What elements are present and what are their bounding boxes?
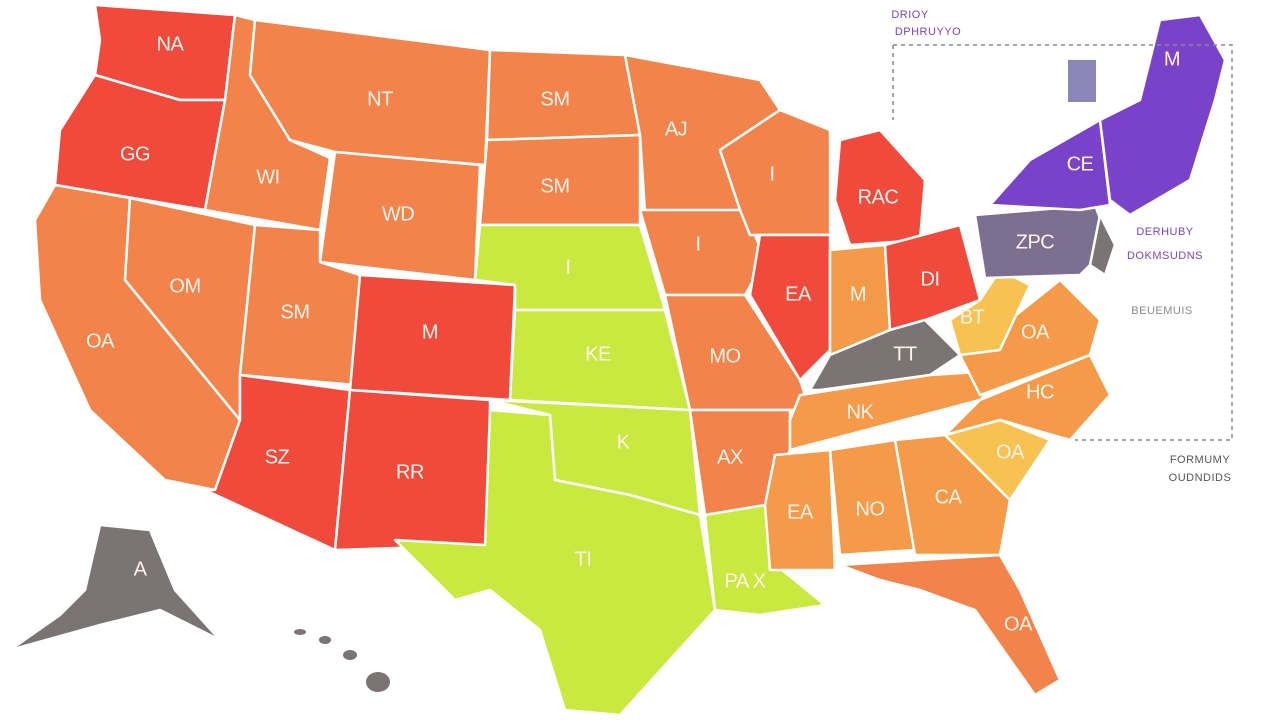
state-label: NT: [367, 88, 393, 110]
islands: [294, 629, 390, 692]
states: [8, 3, 1227, 717]
inset-box: [892, 44, 1233, 441]
state-label: I: [565, 256, 570, 278]
legend-note: DOKMSUDNS: [1127, 250, 1203, 262]
state-label: WI: [256, 166, 279, 188]
state-label: EA: [787, 501, 814, 523]
state: [838, 553, 1062, 697]
state-label: RR: [396, 461, 424, 483]
state-label: EA: [785, 283, 812, 305]
state: [893, 433, 1012, 557]
labels: NA GG WI NT SM AJ SM WD I I I RAC OM SM M KE MO EA M DI OA SZ…: [86, 9, 1231, 635]
legend-note: DERHUBY: [1136, 226, 1193, 238]
state-label: SM: [281, 301, 310, 323]
state-label: OA: [1021, 321, 1050, 343]
state-label: ZPC: [1016, 231, 1055, 253]
legend-note: OUDNDIDS: [1169, 472, 1232, 484]
inset-icon: [1068, 60, 1096, 102]
state: [808, 318, 962, 392]
legend-note: DPHRUYYO: [895, 26, 961, 38]
state-label: CE: [1067, 153, 1094, 175]
state-label: NA: [157, 33, 185, 55]
state: [393, 408, 717, 717]
legend-note: BEUEMUIS: [1131, 305, 1192, 317]
state-label: OA: [996, 441, 1025, 463]
legend-note: FORMUMY: [1170, 454, 1230, 466]
legend-note: DRIOY: [891, 9, 929, 21]
state-label: I: [769, 163, 774, 185]
state-label: NK: [847, 401, 875, 423]
state-label: K: [617, 431, 631, 453]
state-label: DI: [921, 268, 940, 290]
state-label: A: [134, 558, 148, 580]
state-label: PA X: [725, 570, 766, 592]
state: [948, 268, 1032, 357]
state: [8, 523, 222, 652]
state-label: TT: [893, 343, 917, 365]
state-label: M: [1164, 48, 1180, 70]
state-label: WD: [382, 203, 414, 225]
state-label: RAC: [858, 186, 899, 208]
state-label: NO: [856, 498, 885, 520]
state-label: M: [422, 321, 438, 343]
state-label: OM: [169, 275, 200, 297]
state-label: M: [850, 283, 866, 305]
state-label: HC: [1026, 381, 1054, 403]
state-label: AX: [717, 446, 743, 468]
state: [763, 448, 837, 572]
state-label: CA: [935, 486, 963, 508]
state-label: GG: [120, 143, 150, 165]
state-label: I: [695, 233, 700, 255]
state: [1088, 213, 1117, 277]
state-label: AJ: [665, 118, 687, 140]
state-label: SM: [541, 175, 570, 197]
state-label: OA: [86, 330, 115, 352]
state-label: SM: [541, 88, 570, 110]
state-label: KE: [585, 343, 611, 365]
state-label: SZ: [265, 446, 290, 468]
state-label: TI: [575, 548, 592, 570]
state-label: MO: [709, 345, 740, 367]
state-label: OA: [1004, 613, 1033, 635]
state: [1098, 13, 1227, 217]
state: [883, 223, 982, 332]
state-label: BT: [960, 306, 985, 328]
state: [748, 233, 832, 382]
